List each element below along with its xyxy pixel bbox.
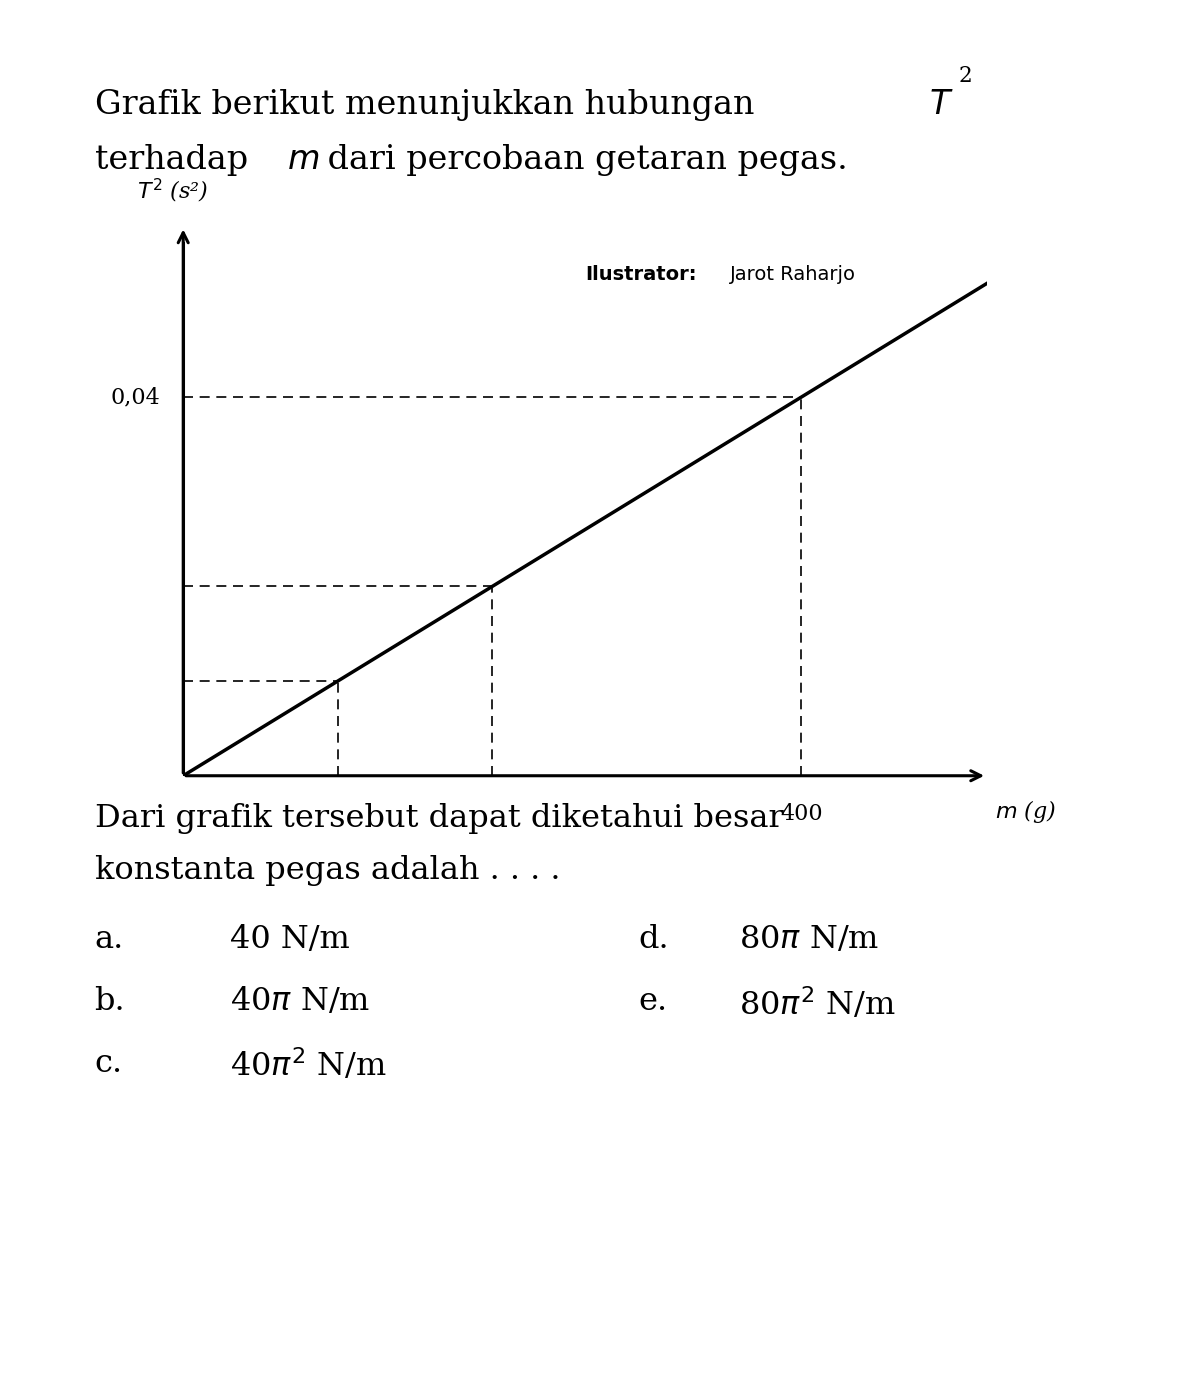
Text: Dari grafik tersebut dapat diketahui besar: Dari grafik tersebut dapat diketahui bes… xyxy=(95,803,784,835)
Text: 80$\pi^2$ N/m: 80$\pi^2$ N/m xyxy=(739,986,896,1022)
Text: 0,04: 0,04 xyxy=(110,386,160,408)
Text: Grafik berikut menunjukkan hubungan: Grafik berikut menunjukkan hubungan xyxy=(95,89,765,121)
Text: 400: 400 xyxy=(780,803,823,825)
Text: $T$: $T$ xyxy=(929,89,954,121)
Text: 2: 2 xyxy=(959,65,973,86)
Text: Ilustrator:: Ilustrator: xyxy=(585,265,696,284)
Text: 80$\pi$ N/m: 80$\pi$ N/m xyxy=(739,924,879,956)
Text: dari percobaan getaran pegas.: dari percobaan getaran pegas. xyxy=(317,144,847,176)
Text: b.: b. xyxy=(95,986,125,1017)
Text: $m$ (g): $m$ (g) xyxy=(995,798,1057,825)
Text: e.: e. xyxy=(638,986,668,1017)
Text: d.: d. xyxy=(638,924,669,956)
Text: 40$\pi^2$ N/m: 40$\pi^2$ N/m xyxy=(230,1048,388,1083)
Text: c.: c. xyxy=(95,1048,123,1079)
Text: 40 N/m: 40 N/m xyxy=(230,924,350,956)
Text: terhadap: terhadap xyxy=(95,144,259,176)
Text: a.: a. xyxy=(95,924,124,956)
Text: konstanta pegas adalah . . . .: konstanta pegas adalah . . . . xyxy=(95,855,560,887)
Text: $m$: $m$ xyxy=(287,144,319,176)
Text: Jarot Raharjo: Jarot Raharjo xyxy=(729,265,856,284)
Text: $T^2$ (s²): $T^2$ (s²) xyxy=(137,176,208,205)
Text: 40$\pi$ N/m: 40$\pi$ N/m xyxy=(230,986,371,1017)
